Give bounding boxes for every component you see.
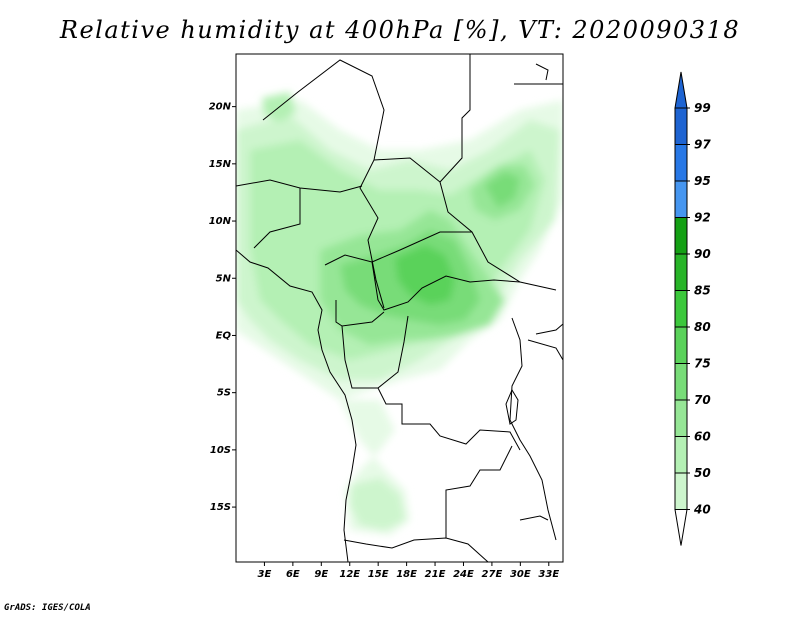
lon-tick-label: 6E [286,569,300,580]
lat-tick-label: 20N [209,102,232,113]
credit-text: GrADS: IGES/COLA [4,603,91,613]
border-line-11 [343,537,489,562]
border-line-16 [527,339,563,361]
colorbar-label: 75 [694,357,711,371]
lat-tick-label: 15S [210,502,231,513]
rh-band-75-ne [485,172,520,208]
colorbar-box [674,399,688,437]
colorbar-box [674,436,688,474]
chart-title: Relative humidity at 400hPa [%], VT: 202… [59,16,741,44]
border-line-12 [445,445,513,538]
colorbar-box [674,180,688,218]
lon-tick-label: 27E [482,569,503,580]
colorbar-min-triangle [674,509,688,546]
border-line-3 [373,157,441,183]
colorbar-box [674,107,688,145]
border-line-5 [324,254,521,311]
lon-tick-label: 18E [396,569,417,580]
colorbar-max-triangle [674,71,688,109]
colorbar-box [674,217,688,255]
rh-band-80 [395,245,455,305]
colorbar-label: 85 [694,284,711,298]
colorbar-label: 99 [694,101,711,115]
lat-axis: 20N 15N 10N 5N EQ 5S 10S 15S [209,102,236,513]
border-line-13 [509,317,557,541]
colorbar-label: 90 [694,247,711,261]
lake-2 [519,515,549,521]
lon-tick-label: 12E [339,569,360,580]
colorbar-box [674,472,688,510]
lon-tick-label: 24E [453,569,474,580]
lon-tick-label: 9E [314,569,328,580]
colorbar-label: 97 [694,138,711,152]
coastline-west [236,249,357,562]
lon-axis: 3E 6E 9E 12E 15E 18E 21E 24E 27E 30E 33E [258,562,559,580]
colorbar-label: 60 [694,430,711,444]
border-line-15 [535,323,563,335]
colorbar-box [674,290,688,328]
border-line-7 [253,188,301,249]
rh-band-50-south [350,478,405,530]
border-line-2 [439,54,557,291]
map-frame [235,53,564,563]
lon-tick-label: 3E [258,569,272,580]
lat-tick-label: 10S [210,445,231,456]
colorbar-label: 50 [694,466,711,480]
lat-tick-label: 15N [209,159,232,170]
borders [236,54,563,562]
colorbar-label: 70 [694,393,711,407]
lake-3 [535,63,549,81]
colorbar-box [674,144,688,182]
colorbar-box [674,253,688,291]
colorbar-label: 80 [694,320,711,334]
colorbar: 40 50 60 70 75 80 85 90 92 95 97 99 [674,71,711,546]
colorbar-box [674,363,688,401]
lon-tick-label: 33E [538,569,559,580]
lon-tick-label: 15E [368,569,389,580]
lat-tick-label: EQ [216,330,232,341]
border-line-10 [377,387,521,451]
border-line-4 [371,231,472,263]
colorbar-box [674,326,688,364]
lat-tick-label: 5N [216,273,232,284]
colorbar-label: 92 [694,211,711,225]
lon-tick-label: 21E [425,569,446,580]
colorbar-label: 95 [694,174,711,188]
lat-tick-label: 10N [209,216,232,227]
lake-1 [505,388,519,425]
lat-tick-label: 5S [217,388,231,399]
lon-tick-label: 30E [510,569,531,580]
colorbar-label: 40 [693,503,711,517]
